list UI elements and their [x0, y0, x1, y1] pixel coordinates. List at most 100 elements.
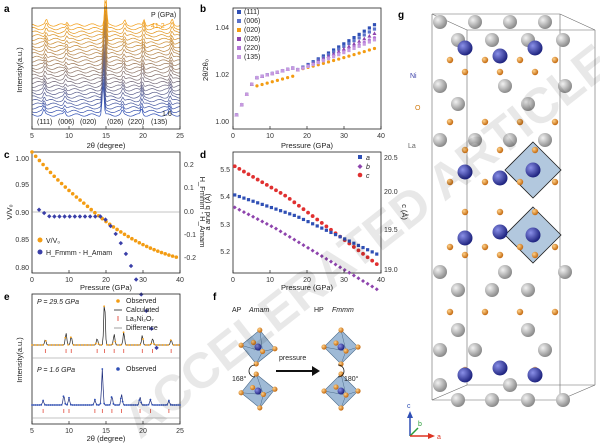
panel-b-legend-marker-5	[237, 55, 241, 59]
panel-b-point-3-24	[357, 39, 362, 43]
panel-c-volume-point-12	[74, 195, 79, 199]
panel-d-b-point-15	[301, 243, 306, 248]
panel-b-point-0-23	[352, 35, 356, 40]
la-atom-13	[433, 133, 447, 147]
panel-c-volume-point-30	[141, 242, 145, 247]
la-atom-17	[451, 283, 465, 297]
panel-b-point-2-20	[337, 57, 341, 61]
panel-e-bottom-observed-4	[34, 404, 37, 406]
panel-e-bottom-observed-18	[47, 404, 50, 406]
panel-e: e 5 10 15 20 25 2θ (degree) Intensity(a.u.) …	[4, 292, 184, 443]
la-atom-26	[468, 343, 482, 357]
panel-b-legend-4: (220)	[244, 45, 260, 52]
panel-d-c-point-12	[287, 197, 292, 201]
panel-d-c-point-0	[232, 164, 237, 169]
panel-c-yl-0: 0.80	[15, 265, 29, 272]
panel-a-xticks: 5 10 15 20 25	[30, 126, 184, 140]
panel-e-pressure-2: P = 1.6 GPa	[37, 367, 75, 374]
panel-e-top-observed-93	[117, 344, 119, 346]
panel-b-point-5-25	[362, 42, 366, 46]
panel-b-legend-5: (135)	[244, 54, 260, 61]
panel-e-legend-difference: Difference	[126, 325, 158, 332]
panel-e-top-observed-63	[89, 344, 92, 346]
la-atom-1	[468, 15, 482, 29]
o-atom-1	[481, 56, 489, 64]
panel-e-bottom-observed-12	[42, 399, 44, 402]
panel-e-top-observed-33	[61, 344, 64, 346]
panel-e-top-observed-156	[175, 344, 178, 346]
panel-b-point-5-24	[357, 44, 361, 48]
panel-e-top-observed-12	[42, 344, 44, 346]
panel-g-crystal-structure	[431, 13, 596, 407]
panel-c-yl-3: 0.95	[15, 182, 29, 189]
panel-d-yl-1: 5.3	[220, 222, 230, 229]
ni-atom-7	[492, 224, 508, 240]
panel-c-volume-point-24	[119, 230, 123, 234]
la-atom-22	[558, 265, 572, 279]
panel-d-b-point-21	[328, 259, 333, 264]
o-atom-5	[496, 68, 504, 76]
panel-g-label-la: La	[408, 143, 416, 150]
panel-e-ylabel: Intensity(a.u.)	[15, 337, 24, 383]
panel-a-spectrum-13	[31, 39, 181, 70]
o-atom-29	[481, 308, 489, 316]
panel-b-point-2-17	[321, 61, 325, 65]
panel-c-volume-point-26	[126, 234, 130, 239]
panel-b-point-5-10	[286, 67, 290, 71]
o-atom-25	[461, 251, 469, 259]
la-atom-33	[503, 378, 517, 392]
panel-a-spectrum-25	[31, 0, 181, 27]
panel-b-point-2-27	[372, 46, 377, 51]
oxygen-atom-l1-0	[257, 327, 263, 333]
panel-d-c-point-5	[255, 177, 260, 182]
panel-c-volume-point-37	[167, 253, 171, 257]
octahedron-r2	[321, 371, 361, 411]
panel-a-spectrum-5	[31, 68, 181, 99]
panel-c-volume-point-32	[148, 246, 153, 250]
panel-c-enthalpy-point-0	[36, 207, 42, 212]
ni-atom-0	[457, 40, 473, 56]
panel-b-ylabel: 2θ/2θ₀	[201, 59, 210, 81]
panel-f-left-title-b: Amam	[248, 307, 269, 314]
panel-e-top-observed-18	[47, 344, 50, 346]
panel-e-bottom-observed-72	[97, 404, 100, 406]
panel-d-legend-marker-c	[357, 172, 363, 178]
panel-d-a-point-12	[288, 212, 292, 216]
o-atom-23	[516, 243, 524, 251]
panel-e-bottom-observed-122	[143, 404, 146, 406]
o-atom-9	[516, 118, 524, 126]
panel-e-bottom-observed-40	[68, 396, 70, 399]
panel-e-top-observed-57	[83, 344, 86, 346]
panel-e-bottom-observed-20	[49, 404, 52, 406]
axis-c-arrow-head	[407, 411, 413, 418]
panel-a-spectrum-18	[31, 19, 181, 52]
la-atom-32	[433, 378, 447, 392]
panel-b-point-0-22	[347, 39, 351, 43]
panel-e-bottom-observed-124	[145, 404, 148, 406]
panel-b-point-5-14	[306, 64, 310, 68]
o-atom-27	[531, 251, 539, 259]
la-atom-10	[558, 79, 572, 93]
panel-e-top-observed-21	[50, 344, 53, 346]
panel-d-b-point-11	[283, 232, 288, 237]
panel-e-bottom-observed-50	[77, 404, 80, 406]
panel-b-point-5-2	[245, 92, 249, 96]
panel-d-c-point-3	[246, 172, 251, 177]
panel-e-x-ticklabel-0: 5	[30, 428, 34, 435]
ni-atom-5	[525, 162, 541, 178]
panel-b-point-2-24	[357, 51, 361, 55]
panel-c-volume-point-10	[67, 188, 71, 193]
panel-b-xticks: 0 10 20 30 40	[231, 126, 385, 140]
panel-e-bottom-observed-52	[79, 404, 81, 406]
panel-a-spectrum-9	[31, 51, 181, 85]
panel-e-bottom-observed-78	[103, 402, 106, 405]
panel-c-x-ticklabel-1: 10	[65, 277, 73, 284]
panel-a-spectrum-10	[31, 49, 181, 81]
panel-c-volume-point-38	[170, 254, 175, 258]
panel-e-x-ticklabel-4: 25	[176, 428, 184, 435]
o-atom-4	[461, 68, 469, 76]
panel-e-bottom-observed-74	[99, 402, 102, 405]
panel-d-c-point-26	[351, 245, 356, 249]
panel-b-ytick-2: 1.04	[215, 25, 229, 32]
octahedron-l1	[238, 327, 278, 367]
